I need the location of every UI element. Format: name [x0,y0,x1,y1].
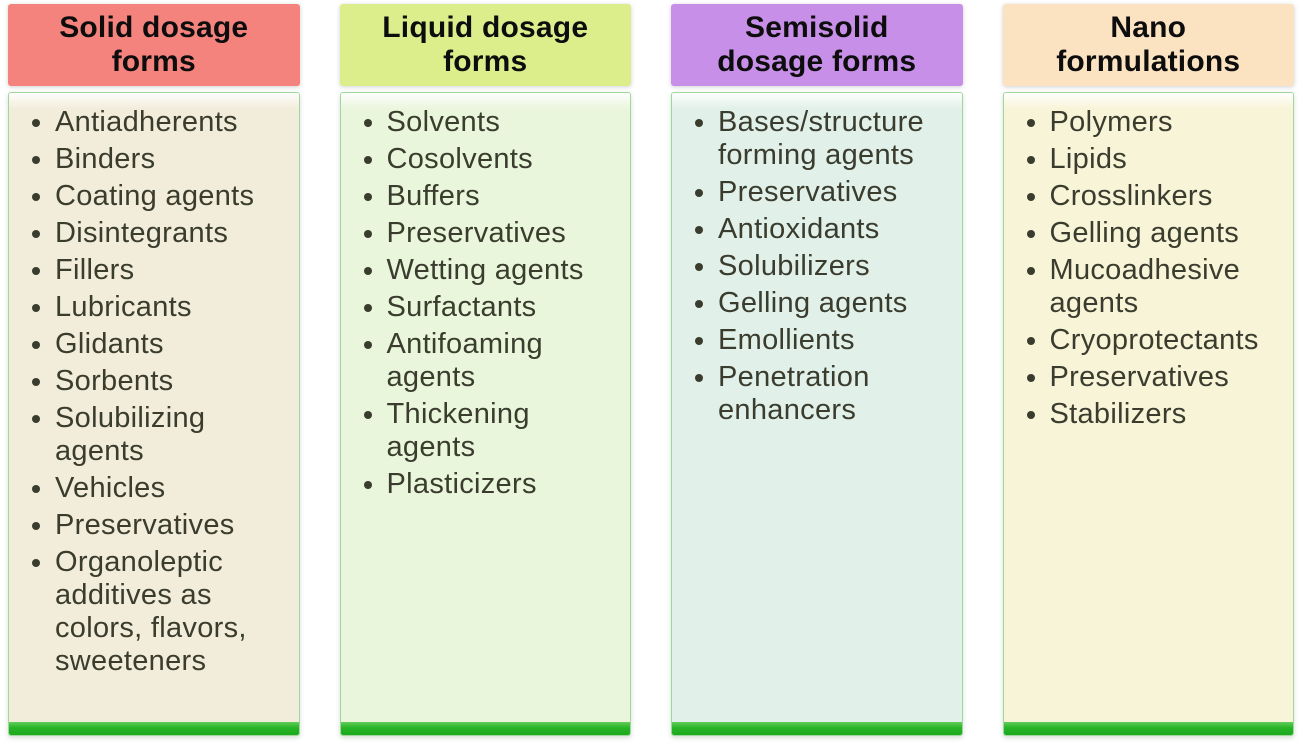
ingredient-list-solid: Antiadherents Binders Coating agents Disint… [9,93,299,678]
column-solid-dosage-forms: Solid dosage forms Antiadherents Binders C… [8,4,300,746]
ingredient-list-semisolid: Bases/structure forming agents Preservati… [672,93,962,427]
list-item: Solubilizing agents [29,402,289,468]
list-item: Plasticizers [361,468,621,501]
list-item: Penetration enhancers [692,361,952,427]
list-item: Lipids [1024,143,1284,176]
list-item: Organoleptic additives as colors, flavor… [29,546,289,678]
column-title: Nano formulations [1056,11,1240,79]
list-item: Bases/structure forming agents [692,106,952,172]
column-semisolid-dosage-forms: Semisolid dosage forms Bases/structure f… [671,4,963,746]
list-item: Cosolvents [361,143,621,176]
list-item: Surfactants [361,291,621,324]
column-body-semisolid: Bases/structure forming agents Preservati… [671,92,963,736]
list-item: Antioxidants [692,213,952,246]
list-item: Preservatives [1024,361,1284,394]
list-item: Disintegrants [29,217,289,250]
list-item: Thickening agents [361,398,621,464]
column-title-line: Semisolid [744,11,889,44]
column-title-line: Nano [1110,11,1187,44]
column-header-solid: Solid dosage forms [8,4,300,86]
list-item: Fillers [29,254,289,287]
list-item: Lubricants [29,291,289,324]
column-title-line: formulations [1056,45,1241,78]
list-item: Buffers [361,180,621,213]
list-item: Gelling agents [1024,217,1284,250]
list-item: Preservatives [29,509,289,542]
column-header-liquid: Liquid dosage forms [339,4,631,86]
column-title: Semisolid dosage forms [717,11,916,79]
column-body-liquid: Solvents Cosolvents Buffers Preservatives We… [339,92,631,736]
column-title-line: forms [111,45,196,78]
list-item: Vehicles [29,472,289,505]
list-item: Mucoadhesive agents [1024,254,1284,320]
list-item: Stabilizers [1024,398,1284,431]
list-item: Binders [29,143,289,176]
list-item: Solvents [361,106,621,139]
bottom-accent-bar [9,722,299,735]
list-item: Polymers [1024,106,1284,139]
bottom-accent-bar [340,722,630,735]
bottom-accent-bar [1003,722,1293,735]
list-item: Coating agents [29,180,289,213]
list-item: Antiadherents [29,106,289,139]
list-item: Preservatives [361,217,621,250]
list-item: Sorbents [29,365,289,398]
column-header-nano: Nano formulations [1002,4,1294,86]
column-title: Liquid dosage forms [382,11,588,79]
column-title-line: Liquid dosage [382,11,589,44]
column-liquid-dosage-forms: Liquid dosage forms Solvents Cosolvents Bu… [339,4,631,746]
list-item: Gelling agents [692,287,952,320]
list-item: Crosslinkers [1024,180,1284,213]
column-title-line: forms [443,45,528,78]
list-item: Cryoprotectants [1024,324,1284,357]
list-item: Preservatives [692,176,952,209]
column-nano-formulations: Nano formulations Polymers Lipids Crosslin… [1002,4,1294,746]
column-title-line: dosage forms [717,45,917,78]
bottom-accent-bar [672,722,962,735]
column-body-solid: Antiadherents Binders Coating agents Disint… [8,92,300,736]
column-header-semisolid: Semisolid dosage forms [671,4,963,86]
column-body-nano: Polymers Lipids Crosslinkers Gelling agents… [1002,92,1294,736]
list-item: Emollients [692,324,952,357]
ingredient-list-liquid: Solvents Cosolvents Buffers Preservatives We… [341,93,631,501]
ingredient-list-nano: Polymers Lipids Crosslinkers Gelling agents… [1004,93,1294,431]
list-item: Wetting agents [361,254,621,287]
list-item: Antifoaming agents [361,328,621,394]
column-title-line: Solid dosage [59,11,249,44]
column-title: Solid dosage forms [59,11,248,79]
list-item: Glidants [29,328,289,361]
list-item: Solubilizers [692,250,952,283]
